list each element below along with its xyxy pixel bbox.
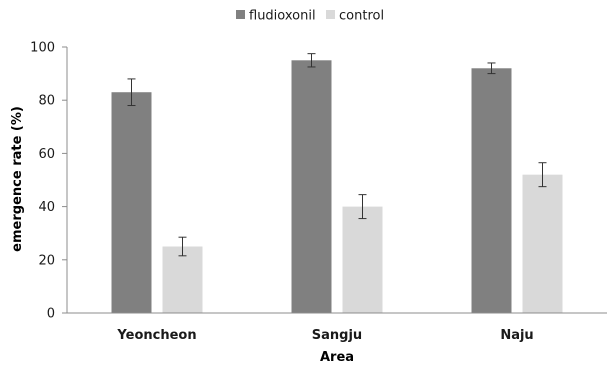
bar-control-naju bbox=[522, 174, 563, 313]
bar-fludioxonil-yeoncheon bbox=[111, 92, 152, 313]
y-axis: 0 20 40 60 80 100 bbox=[30, 41, 68, 322]
y-tick-label: 100 bbox=[30, 41, 55, 56]
x-tick-label: Yeoncheon bbox=[116, 328, 196, 343]
bar-fludioxonil-sangju bbox=[291, 60, 332, 313]
x-tick-label: Naju bbox=[500, 328, 533, 343]
x-tick-label: Sangju bbox=[312, 328, 362, 343]
x-axis-title: Area bbox=[320, 350, 354, 365]
bar-control-yeoncheon bbox=[162, 246, 203, 313]
legend: fludioxonil control bbox=[236, 9, 384, 24]
legend-label-fludioxonil: fludioxonil bbox=[249, 9, 316, 24]
y-tick-label: 20 bbox=[38, 253, 55, 268]
x-axis: Yeoncheon Sangju Naju bbox=[67, 312, 607, 343]
y-tick-label: 0 bbox=[47, 307, 55, 322]
bar-control-sangju bbox=[342, 206, 383, 313]
y-tick-label: 80 bbox=[38, 94, 55, 109]
y-tick-label: 60 bbox=[38, 147, 55, 162]
y-axis-title: emergence rate (%) bbox=[10, 106, 25, 252]
legend-swatch-fludioxonil bbox=[236, 10, 245, 19]
legend-swatch-control bbox=[326, 10, 335, 19]
bars bbox=[111, 53, 563, 313]
bar-fludioxonil-naju bbox=[471, 68, 512, 313]
y-tick-label: 40 bbox=[38, 200, 55, 215]
legend-label-control: control bbox=[339, 9, 384, 24]
